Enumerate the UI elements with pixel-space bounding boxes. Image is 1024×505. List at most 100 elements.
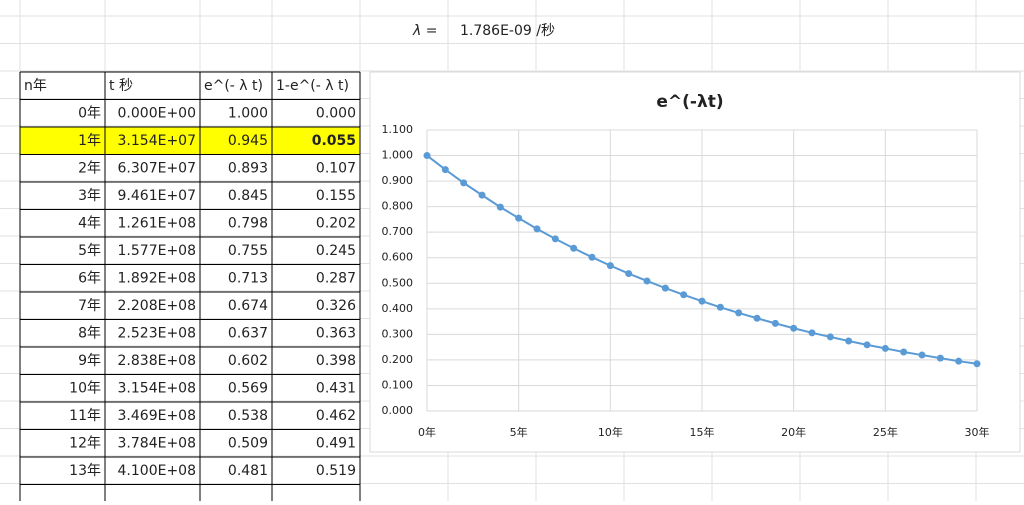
lambda-label: λ = [412,23,437,39]
table-cell: 2.838E+08 [118,353,196,369]
table-cell: 0.945 [228,133,268,149]
table-cell: 0.481 [228,463,268,479]
highlight-row [20,127,360,155]
y-tick-label: 0.800 [382,200,414,213]
y-tick-label: 1.000 [382,149,414,162]
point [900,348,908,356]
table-cell: 7年 [78,298,101,314]
table-cell: 0.509 [228,435,268,451]
table-cell: 2.523E+08 [118,325,196,341]
y-tick-label: 0.000 [382,404,414,417]
column-header: n年 [24,78,47,94]
point [515,214,523,222]
table-cell: 8年 [78,325,101,341]
point [845,337,853,345]
table-cell: 2年 [78,160,101,176]
point [661,284,669,292]
table-cell: 0.491 [316,435,356,451]
point [478,191,486,199]
point [918,351,926,359]
table-cell: 13年 [69,463,101,479]
point [606,262,614,270]
point [973,360,981,368]
point [955,357,963,365]
point [588,253,596,261]
point [533,225,541,233]
table-cell: 6.307E+07 [118,160,196,176]
table-cell: 0.326 [316,298,356,314]
point [881,344,889,352]
point [570,244,578,252]
y-tick-label: 0.900 [382,174,414,187]
table-cell: 1.261E+08 [118,215,196,231]
table-cell: 0.674 [228,298,268,314]
y-tick-label: 0.100 [382,378,414,391]
table-cell: 0.107 [316,160,356,176]
table-cell: 0.287 [316,270,356,286]
table-cell: 0年 [78,105,101,121]
table-cell: 12年 [69,435,101,451]
point [863,341,871,349]
table-cell: 0.637 [228,325,268,341]
point [936,354,944,362]
x-tick-label: 5年 [510,425,528,439]
table-cell: 0.602 [228,353,268,369]
y-tick-label: 0.200 [382,353,414,366]
point [551,235,559,243]
table-cell: 0.000E+00 [118,105,196,121]
point [460,179,468,187]
table-cell: 0.000 [316,105,356,121]
point [625,270,633,278]
table-cell: 10年 [69,380,101,396]
point [680,291,688,299]
y-tick-label: 0.500 [382,276,414,289]
table-cell: 0.755 [228,243,268,259]
table-cell: 1.577E+08 [118,243,196,259]
table-cell: 9年 [78,353,101,369]
x-tick-label: 25年 [873,425,898,439]
table-cell: 5年 [78,243,101,259]
table-cell: 0.155 [316,188,356,204]
x-tick-label: 0年 [418,425,436,439]
point [826,333,834,341]
table-cell: 4年 [78,215,101,231]
table-cell: 3.469E+08 [118,408,196,424]
column-header: e^(- λ t) [204,78,263,94]
table-cell: 0.893 [228,160,268,176]
y-tick-label: 1.100 [382,123,414,136]
chart-title: e^(-λt) [656,92,723,112]
point [441,166,449,174]
table-cell: 1.000 [228,105,268,121]
table-cell: 3.154E+07 [118,133,196,149]
point [716,303,724,311]
point [753,314,761,322]
lambda-value: 1.786E-09 /秒 [460,23,555,39]
table-cell: 0.363 [316,325,356,341]
x-tick-label: 30年 [965,425,990,439]
point [771,319,779,327]
table-cell: 1.892E+08 [118,270,196,286]
point [735,309,743,317]
point [808,329,816,337]
table-cell: 6年 [78,270,101,286]
table-cell: 11年 [69,408,101,424]
y-tick-label: 0.300 [382,327,414,340]
column-header: 1-e^(- λ t) [276,78,349,94]
table-cell: 0.055 [312,133,356,149]
table-cell: 0.245 [316,243,356,259]
table-cell: 0.845 [228,188,268,204]
table-cell: 3年 [78,188,101,204]
table-cell: 0.519 [316,463,356,479]
table-cell: 0.462 [316,408,356,424]
table-cell: 0.431 [316,380,356,396]
y-tick-label: 0.600 [382,251,414,264]
column-header: t 秒 [109,78,133,94]
x-tick-label: 20年 [781,425,806,439]
x-tick-label: 10年 [598,425,623,439]
table-cell: 0.398 [316,353,356,369]
table-cell: 0.538 [228,408,268,424]
y-tick-label: 0.700 [382,225,414,238]
chart-area [369,71,1021,453]
table-cell: 0.713 [228,270,268,286]
point [643,277,651,285]
